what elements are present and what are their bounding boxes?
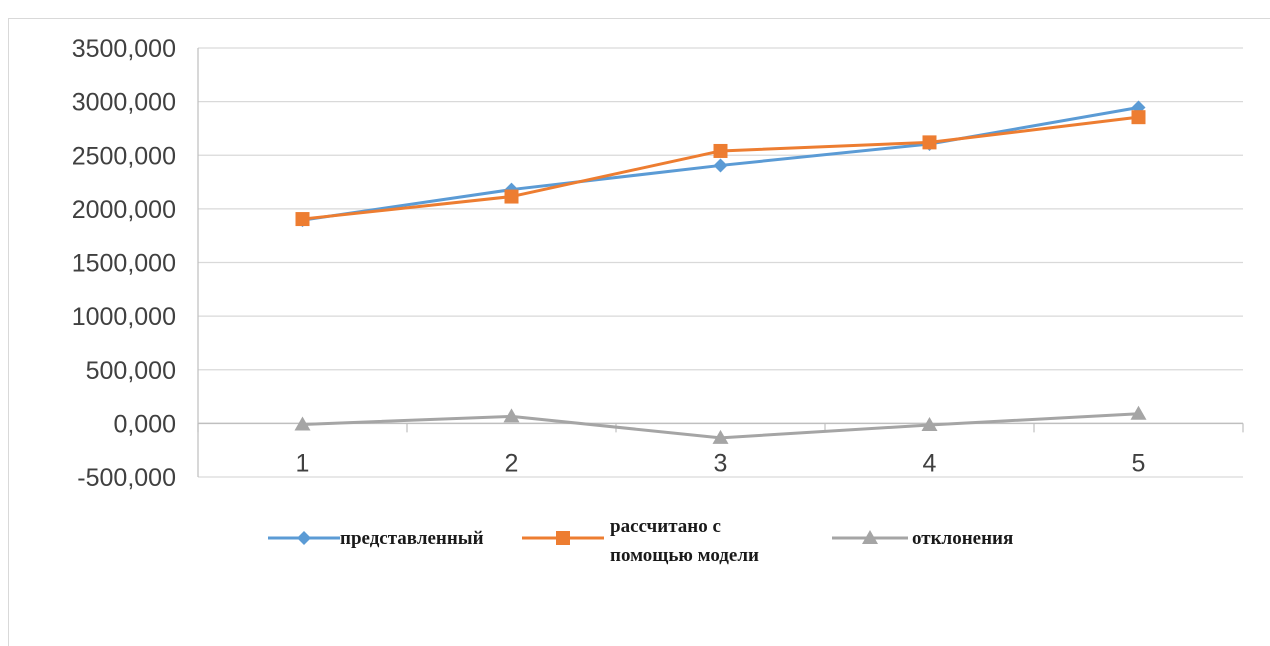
gridlines xyxy=(198,47,1243,478)
y-tick-label: 1000,000 xyxy=(72,303,176,331)
legend-item-2: рассчитано с помощью модели xyxy=(522,516,759,566)
data-point xyxy=(921,416,938,431)
y-tick-label: 2500,000 xyxy=(72,142,176,170)
series-lines xyxy=(294,100,1147,444)
series-2 xyxy=(295,110,1146,227)
y-axis-tick-labels: 3500,000 3000,000 2500,000 2000,000 1500,000… xyxy=(72,35,176,492)
legend: представленный рассчитано с помощью модели… xyxy=(268,516,1013,566)
data-point xyxy=(713,143,728,158)
legend-swatch-marker xyxy=(297,531,311,545)
x-tick-label: 2 xyxy=(505,449,519,477)
data-point xyxy=(1130,405,1147,420)
data-point xyxy=(504,189,519,204)
y-tick-label: 3000,000 xyxy=(72,89,176,117)
data-point xyxy=(922,135,937,150)
y-tick-label: 1500,000 xyxy=(72,250,176,278)
x-tick-label: 3 xyxy=(714,449,728,477)
legend-swatch-marker xyxy=(862,530,878,544)
legend-label: представленный xyxy=(340,528,484,549)
y-tick-label: 0,000 xyxy=(113,410,176,438)
data-point xyxy=(294,416,311,431)
x-tick-label: 5 xyxy=(1132,449,1146,477)
data-point xyxy=(295,212,310,227)
data-point xyxy=(713,158,728,173)
y-tick-label: 3500,000 xyxy=(72,35,176,63)
series-3 xyxy=(294,405,1147,444)
legend-label: рассчитано с xyxy=(610,516,721,537)
y-tick-label: 2000,000 xyxy=(72,196,176,224)
series-1 xyxy=(295,100,1146,228)
legend-label: отклонения xyxy=(912,528,1013,549)
y-tick-label: 500,000 xyxy=(86,357,176,385)
data-point xyxy=(503,408,520,423)
legend-item-1: представленный xyxy=(268,528,484,549)
x-axis-tick-labels: 1 2 3 4 5 xyxy=(296,449,1146,477)
data-point xyxy=(1131,110,1146,125)
data-point xyxy=(712,429,729,444)
legend-label: помощью модели xyxy=(610,545,759,566)
x-tick-label: 1 xyxy=(296,449,310,477)
legend-swatch-marker xyxy=(556,531,570,545)
x-tick-label: 4 xyxy=(923,449,937,477)
y-tick-label: -500,000 xyxy=(77,464,176,492)
legend-item-3: отклонения xyxy=(832,528,1013,549)
chart-frame xyxy=(8,18,1270,646)
axes xyxy=(197,48,1244,477)
